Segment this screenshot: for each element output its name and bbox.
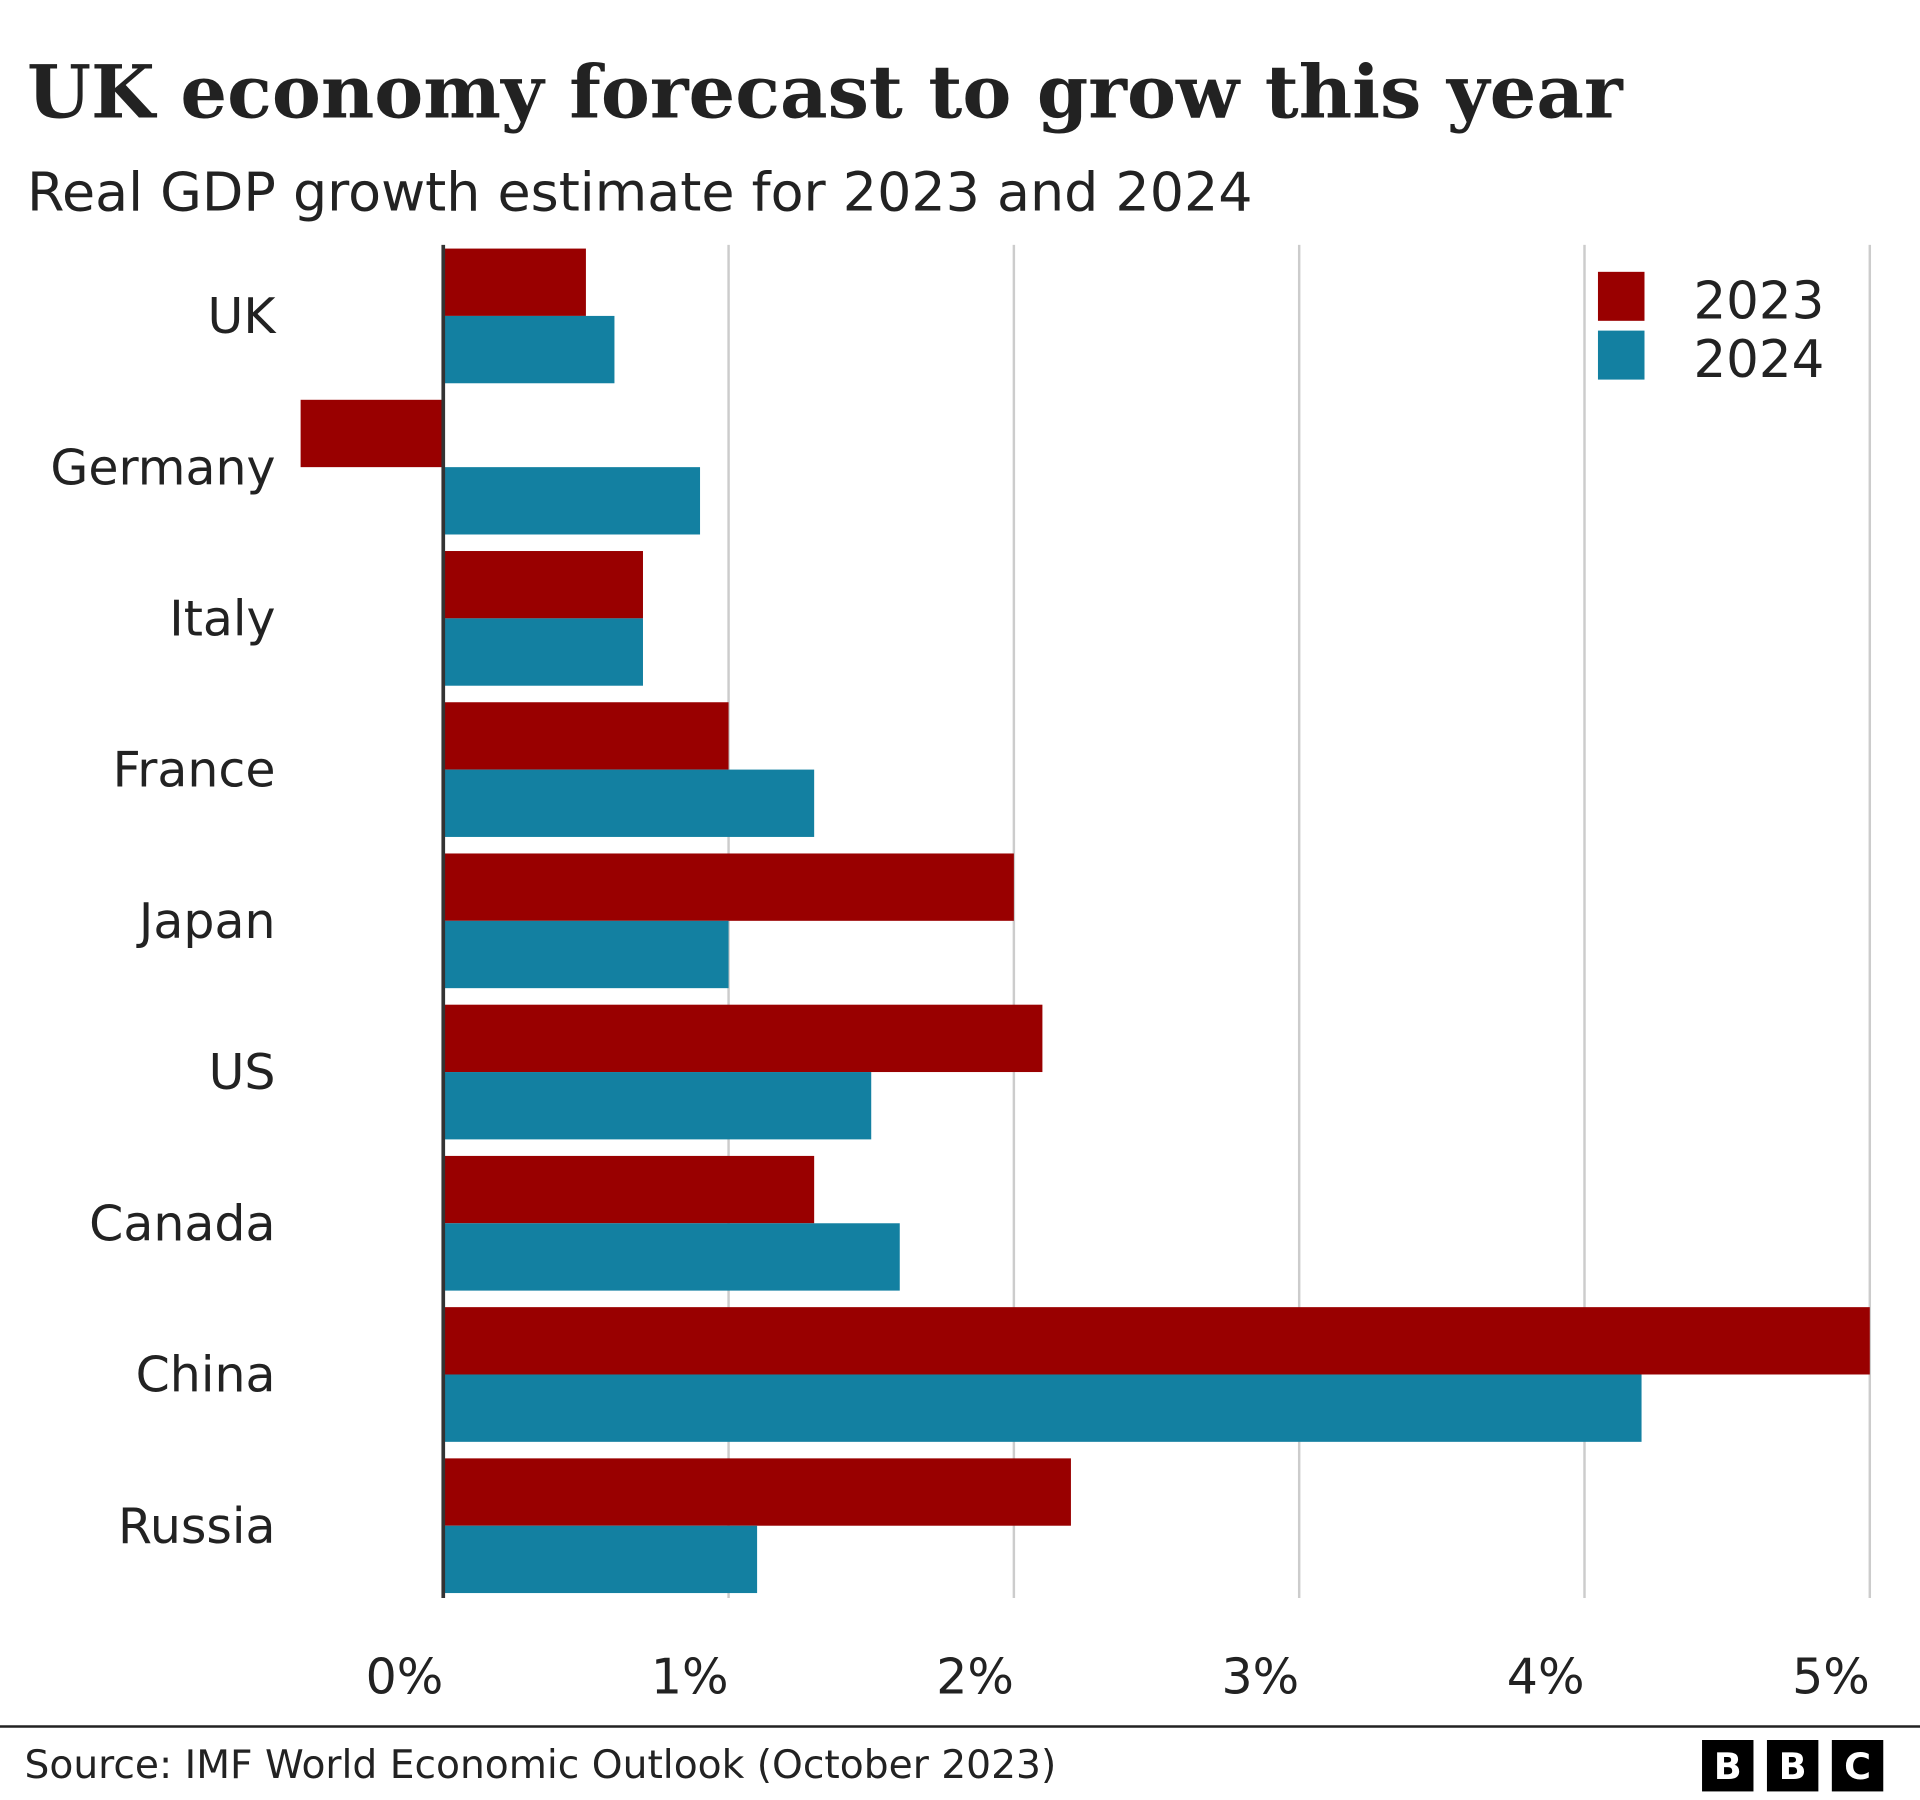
bar-2024-uk [443,315,615,384]
bar-2023-france [443,702,729,770]
category-label: Germany [50,439,275,496]
bar-2024-japan [443,920,729,989]
bar-2023-canada [443,1155,815,1224]
bar-2023-russia [443,1458,1071,1526]
x-tick-label: 3% [1221,1648,1299,1705]
category-label: Canada [89,1195,275,1252]
bar-2024-france [443,769,815,837]
category-label: France [113,742,276,799]
category-labels: UK Germany Italy France Japan US Canada China Ru… [50,288,277,1555]
bar-2024-russia [443,1525,758,1594]
chart-subtitle: Real GDP growth estimate for 2023 and 20… [27,161,1253,224]
bar-2023-china [443,1307,1870,1375]
bar-2024-us [443,1072,872,1140]
category-label: Italy [169,591,275,648]
bar-2024-canada [443,1223,900,1291]
bar-2024-germany [443,467,701,535]
bbc-logo-letter: C [1844,1745,1871,1788]
category-label: Russia [118,1498,276,1555]
legend-swatch-2024 [1597,330,1645,380]
bar-2023-italy [443,551,643,619]
bbc-logo-letter: B [1779,1745,1807,1788]
bar-2023-us [443,1004,1043,1073]
bbc-logo-block [1831,1740,1884,1792]
legend-label: 2023 [1693,271,1824,331]
chart-title: UK economy forecast to grow this year [27,50,1624,136]
x-tick-label: 4% [1507,1648,1585,1705]
category-label: Japan [136,893,276,950]
legend-label: 2024 [1693,330,1824,390]
bar-2023-germany [300,399,444,468]
x-tick-label: 0% [366,1648,444,1705]
source-note: Source: IMF World Economic Outlook (Octo… [24,1743,1056,1788]
bar-2023-uk [443,248,586,316]
category-label: UK [208,288,278,345]
legend-swatch-2023 [1597,271,1645,321]
bars [300,248,1870,1594]
x-tick-labels: 0% 1% 2% 3% 4% 5% [366,1648,1870,1705]
bbc-logo-block [1766,1740,1819,1792]
x-tick-label: 5% [1792,1648,1870,1705]
x-tick-label: 1% [651,1648,729,1705]
bbc-logo-block [1702,1740,1754,1792]
bar-2023-japan [443,853,1014,921]
bar-2024-china [443,1374,1642,1442]
category-label: China [136,1347,276,1404]
bar-2024-italy [443,618,643,686]
bbc-logo-letter: B [1714,1745,1742,1788]
x-tick-label: 2% [936,1648,1014,1705]
category-label: US [209,1044,276,1101]
